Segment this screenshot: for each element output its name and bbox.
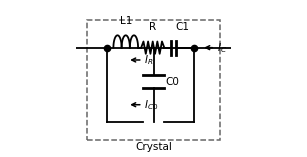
Text: $I_R$: $I_R$ — [144, 53, 154, 67]
Text: L1: L1 — [119, 16, 132, 26]
Text: $I_{C0}$: $I_{C0}$ — [144, 98, 158, 112]
Bar — [87, 20, 220, 140]
Text: C0: C0 — [165, 77, 179, 87]
Text: C1: C1 — [176, 22, 190, 32]
Text: $I_C$: $I_C$ — [217, 41, 227, 54]
Text: R: R — [149, 22, 156, 32]
Text: Crystal: Crystal — [135, 142, 172, 152]
